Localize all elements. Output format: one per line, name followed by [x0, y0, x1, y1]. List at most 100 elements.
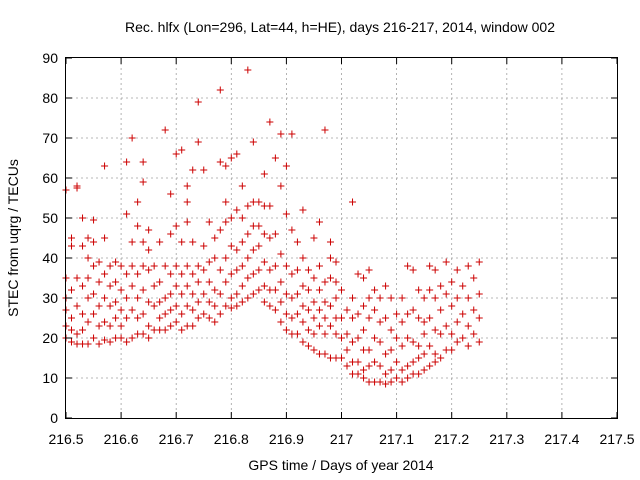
- data-point: [238, 238, 246, 246]
- data-point: [288, 294, 296, 302]
- data-point: [299, 282, 307, 290]
- data-point: [288, 270, 296, 278]
- data-point: [360, 374, 368, 382]
- data-point: [222, 302, 230, 310]
- data-point: [167, 290, 175, 298]
- x-tick-label: 216.5: [48, 431, 83, 447]
- data-point: [371, 306, 379, 314]
- data-point: [376, 338, 384, 346]
- data-point: [376, 378, 384, 386]
- data-point: [387, 294, 395, 302]
- data-point: [382, 370, 390, 378]
- data-point: [194, 314, 202, 322]
- data-point: [464, 294, 472, 302]
- data-point: [442, 322, 450, 330]
- data-point: [205, 278, 213, 286]
- data-point: [409, 266, 417, 274]
- data-point: [139, 158, 147, 166]
- data-point: [299, 338, 307, 346]
- data-point: [282, 262, 290, 270]
- data-point: [360, 302, 368, 310]
- data-point: [73, 184, 81, 192]
- data-point: [282, 326, 290, 334]
- data-point: [84, 274, 92, 282]
- data-point: [277, 130, 285, 138]
- data-point: [211, 254, 219, 262]
- data-point: [437, 306, 445, 314]
- data-point: [293, 290, 301, 298]
- data-point: [244, 254, 252, 262]
- data-point: [84, 340, 92, 348]
- data-point: [233, 290, 241, 298]
- data-point: [315, 286, 323, 294]
- data-point: [299, 302, 307, 310]
- data-point: [349, 338, 357, 346]
- data-point: [117, 334, 125, 342]
- data-point: [293, 310, 301, 318]
- data-point: [216, 290, 224, 298]
- data-point: [79, 214, 87, 222]
- data-point: [255, 198, 263, 206]
- data-point: [117, 262, 125, 270]
- data-point: [315, 322, 323, 330]
- data-point: [222, 162, 230, 170]
- data-point: [134, 270, 142, 278]
- data-point: [299, 254, 307, 262]
- y-tick-label: 10: [42, 370, 58, 386]
- data-point: [68, 242, 76, 250]
- data-point: [420, 318, 428, 326]
- data-point: [123, 338, 131, 346]
- data-point: [211, 234, 219, 242]
- data-point: [349, 198, 357, 206]
- data-point: [304, 342, 312, 350]
- data-point: [398, 342, 406, 350]
- data-point: [365, 314, 373, 322]
- data-point: [123, 270, 131, 278]
- data-point: [128, 334, 136, 342]
- data-point: [304, 286, 312, 294]
- data-point: [437, 354, 445, 362]
- data-point: [453, 318, 461, 326]
- data-point: [172, 282, 180, 290]
- data-point: [161, 326, 169, 334]
- data-point: [387, 326, 395, 334]
- data-point: [167, 270, 175, 278]
- data-point: [426, 262, 434, 270]
- data-point: [222, 198, 230, 206]
- data-point: [431, 266, 439, 274]
- x-tick-label: 217.1: [379, 431, 414, 447]
- data-point: [338, 286, 345, 294]
- data-point: [255, 242, 263, 250]
- data-point: [475, 314, 483, 322]
- data-point: [134, 198, 142, 206]
- data-point: [310, 346, 318, 354]
- data-point: [293, 266, 301, 274]
- data-point: [437, 282, 445, 290]
- data-point: [233, 266, 241, 274]
- data-point: [216, 158, 224, 166]
- data-point: [304, 326, 312, 334]
- data-point: [431, 350, 439, 358]
- data-point: [288, 226, 296, 234]
- data-point: [161, 294, 169, 302]
- data-point: [95, 278, 103, 286]
- data-point: [84, 234, 92, 242]
- data-point: [172, 302, 180, 310]
- x-tick-label: 216.8: [214, 431, 249, 447]
- data-point: [84, 254, 92, 262]
- data-point: [409, 358, 417, 366]
- y-tick-label: 60: [42, 170, 58, 186]
- grid-lines: [66, 58, 617, 418]
- data-point: [183, 262, 191, 270]
- data-point: [277, 182, 285, 190]
- data-point: [68, 314, 76, 322]
- data-point: [349, 294, 357, 302]
- data-point: [475, 338, 483, 346]
- data-point: [398, 318, 406, 326]
- data-point: [211, 318, 219, 326]
- data-point: [244, 294, 252, 302]
- y-tick-labels: 0 10 20 30 40 50 60 70 80 90: [42, 50, 58, 426]
- data-point: [459, 282, 467, 290]
- data-point: [271, 306, 279, 314]
- data-point: [464, 322, 472, 330]
